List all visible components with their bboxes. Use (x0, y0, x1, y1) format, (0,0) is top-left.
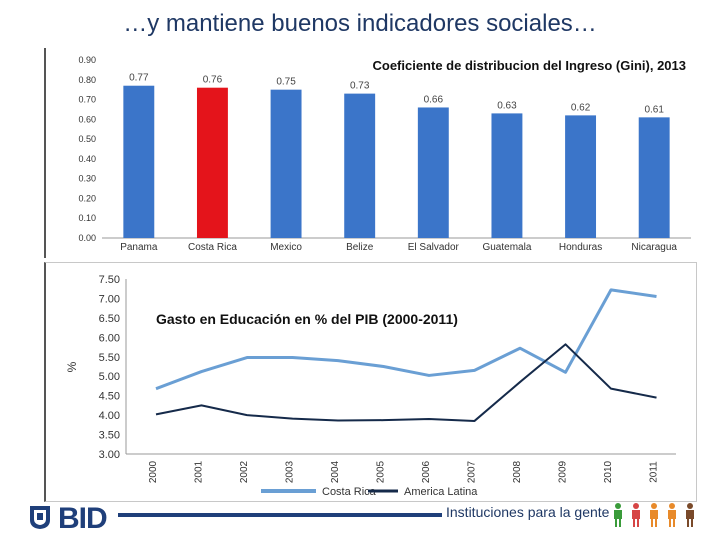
people-figures (614, 503, 694, 527)
bar-value-label: 0.76 (203, 75, 223, 86)
x-tick-label: 2010 (603, 460, 614, 483)
y-tick-label: 0.00 (78, 233, 96, 243)
y-tick-label: 5.50 (99, 352, 120, 364)
legend-label: America Latina (404, 486, 478, 498)
y-tick-label: 6.50 (99, 313, 120, 325)
bar (270, 89, 302, 238)
education-chart-svg: 3.00 3.50 4.00 4.50 5.00 5.50 6.00 6.50 7.00 7.50… (65, 274, 676, 498)
gini-chart: 0.00 0.10 0.20 0.30 0.40 0.50 0.60 0.70 0.80 0.90… (44, 48, 696, 258)
x-tick-label: Guatemala (482, 242, 531, 253)
x-tick-label: 2009 (558, 460, 569, 483)
bar-value-label: 0.63 (497, 100, 517, 111)
x-tick-label: 2002 (239, 460, 250, 483)
x-tick-label: Mexico (270, 242, 302, 253)
bar (638, 117, 670, 238)
y-tick-label: 0.90 (78, 55, 96, 65)
bar (417, 107, 449, 238)
x-tick-label: Honduras (559, 242, 602, 253)
x-tick-label: El Salvador (408, 242, 460, 253)
y-tick-label: 4.00 (99, 410, 120, 422)
x-tick-label: 2011 (649, 461, 660, 483)
footer-divider (118, 513, 442, 517)
bar (344, 93, 376, 238)
y-tick-label: 6.00 (99, 332, 120, 344)
y-tick-label: 3.00 (99, 449, 120, 461)
people-icon (614, 503, 694, 527)
slide-title: …y mantiene buenos indicadores sociales… (123, 10, 597, 37)
bar-value-label: 0.66 (424, 94, 444, 105)
x-tick-label: 2007 (467, 460, 478, 483)
x-tick-label: 2003 (285, 460, 296, 483)
chart-title: Coeficiente de distribucion del Ingreso … (372, 58, 686, 73)
footer-tagline: Instituciones para la gente (446, 504, 610, 520)
y-tick-label: 3.50 (99, 430, 120, 442)
bar (196, 87, 228, 238)
y-tick-label: 7.50 (99, 274, 120, 286)
x-tick-label: Belize (346, 242, 374, 253)
bar (565, 115, 597, 238)
y-tick-label: 0.80 (78, 75, 96, 85)
y-tick-label: 0.30 (78, 174, 96, 184)
y-tick-label: 7.00 (99, 293, 120, 305)
bar-value-label: 0.73 (350, 81, 370, 92)
bar-value-label: 0.61 (644, 104, 664, 115)
y-tick-label: 0.10 (78, 213, 96, 223)
x-tick-label: 2008 (512, 460, 523, 483)
x-tick-label: 2005 (376, 460, 387, 483)
y-tick-label: 0.60 (78, 114, 96, 124)
y-tick-label: 0.70 (78, 95, 96, 105)
y-tick-label: 5.00 (99, 371, 120, 383)
bar-value-label: 0.75 (276, 77, 296, 88)
bar-value-label: 0.62 (571, 102, 591, 113)
y-tick-label: 0.40 (78, 154, 96, 164)
chart-title: Gasto en Educación en % del PIB (2000-20… (156, 311, 458, 327)
y-axis-label: % (65, 361, 79, 372)
legend-label: Costa Rica (322, 486, 377, 498)
bar (123, 85, 155, 238)
x-tick-label: 2006 (421, 460, 432, 483)
bar (491, 113, 523, 238)
x-tick-label: 2000 (148, 460, 159, 483)
x-tick-label: Panama (120, 242, 158, 253)
bid-logo: BID (58, 502, 108, 535)
x-tick-label: Nicaragua (631, 242, 677, 253)
series-line (155, 343, 657, 422)
y-tick-label: 4.50 (99, 391, 120, 403)
series-line (155, 288, 657, 391)
y-tick-label: 0.20 (78, 193, 96, 203)
x-tick-label: 2001 (194, 460, 205, 483)
bid-emblem-icon (30, 506, 50, 529)
y-tick-label: 0.50 (78, 134, 96, 144)
x-tick-label: 2004 (330, 460, 341, 483)
bar-value-label: 0.77 (129, 73, 149, 84)
gini-chart-svg: 0.00 0.10 0.20 0.30 0.40 0.50 0.60 0.70 0.80 0.90… (78, 55, 691, 253)
x-tick-label: Costa Rica (188, 242, 237, 253)
education-chart: 3.00 3.50 4.00 4.50 5.00 5.50 6.00 6.50 7.00 7.50… (44, 262, 697, 502)
